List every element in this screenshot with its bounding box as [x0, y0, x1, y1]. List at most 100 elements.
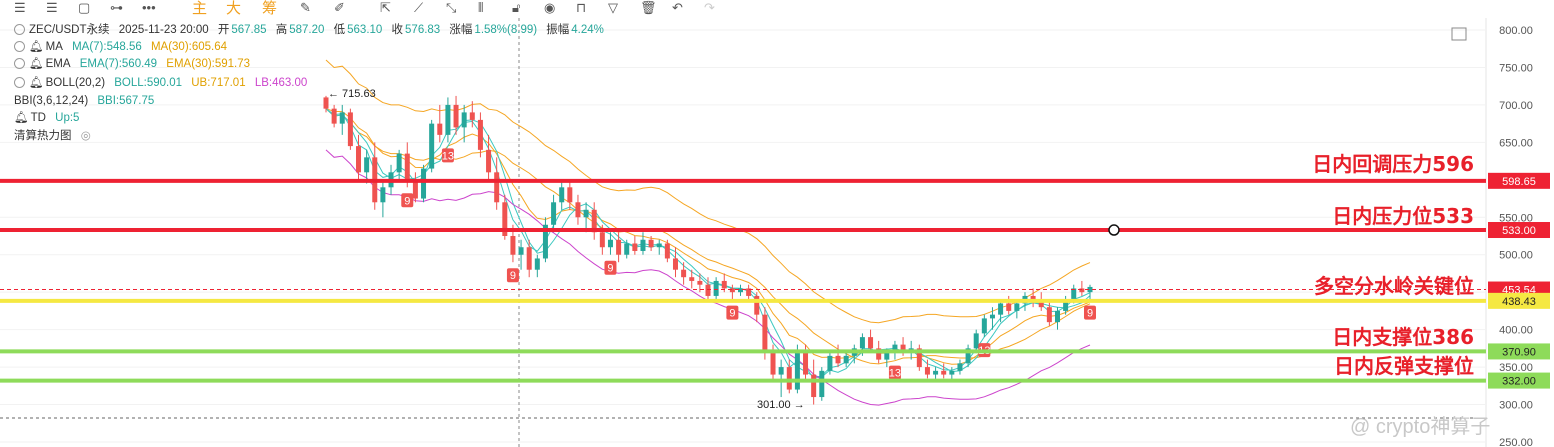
candle-body	[445, 104, 451, 135]
ohlc-header: ZEC/USDT永续 2025-11-23 20:00 开 567.85 高 587…	[14, 22, 610, 38]
ma-name: MA	[45, 41, 63, 53]
redo-icon[interactable]: ↷	[704, 0, 715, 15]
high-label: 高	[275, 24, 288, 36]
eye-off-icon[interactable]: ◎	[80, 130, 91, 142]
filter-icon[interactable]: ▽	[608, 0, 618, 15]
candle-body	[1054, 310, 1060, 323]
draw-icon[interactable]: ✎	[300, 0, 311, 15]
boll-indicator[interactable]: 🔔︎ BOLL(20,2) BOLL:590.01 UB:717.01 LB:46…	[14, 75, 313, 91]
collapse-icon[interactable]	[14, 77, 25, 88]
candle-body	[518, 247, 524, 255]
line-icon[interactable]: ⊶	[110, 0, 123, 15]
candle-body	[380, 187, 386, 203]
candle-body	[477, 119, 483, 150]
candle-body	[892, 344, 898, 353]
measure-icon[interactable]: ⤡	[446, 0, 457, 15]
annotation-rebound-support: 日内反弹支撑位	[1334, 354, 1474, 378]
candle-body	[924, 367, 930, 375]
candle-body	[859, 337, 865, 349]
magnet-icon[interactable]: ⊓	[576, 0, 587, 15]
open-label: 开	[217, 24, 230, 36]
bbi-indicator[interactable]: BBI(3,6,12,24) BBI:567.75	[14, 93, 160, 109]
chip-chips[interactable]: 筹	[262, 0, 278, 17]
ema-indicator[interactable]: 🔔︎ EMA EMA(7):560.49 EMA(30):591.73	[14, 56, 256, 72]
candle-body	[916, 348, 922, 368]
ema-name: EMA	[45, 58, 71, 70]
list-icon[interactable]: ☰	[46, 0, 58, 15]
menu-icon[interactable]: ☰	[14, 0, 26, 15]
eye-icon[interactable]: ◉	[544, 0, 556, 15]
collapse-icon[interactable]	[14, 24, 25, 35]
price-line-label: 598.65	[1502, 176, 1536, 188]
collapse-icon[interactable]	[14, 58, 25, 69]
price-line-label: 533.00	[1502, 225, 1536, 237]
low-value: 563.10	[347, 24, 383, 36]
candle-body	[672, 258, 678, 270]
candle-body	[689, 277, 695, 281]
candle-body	[526, 247, 532, 270]
candle-body	[884, 352, 890, 360]
chart-icon[interactable]: ⫴	[478, 0, 484, 15]
candle-body	[1006, 303, 1012, 311]
candle-body	[648, 239, 654, 248]
td-label: 9	[607, 263, 613, 275]
candle-body	[331, 108, 337, 124]
candle-body	[989, 314, 995, 319]
collapse-icon[interactable]	[14, 41, 25, 52]
amp-value: 4.24%	[571, 24, 604, 36]
candle-body	[933, 370, 939, 375]
candle-body	[437, 123, 443, 135]
delete-icon[interactable]: 🗑︎	[640, 0, 657, 15]
bell-icon: 🔔︎	[14, 112, 29, 124]
candle-body	[323, 97, 329, 109]
rectangle-icon[interactable]: ▢	[78, 0, 91, 15]
y-tick-label: 700.00	[1499, 100, 1533, 112]
candle-body	[697, 280, 703, 285]
chip-big[interactable]: 大	[226, 0, 242, 17]
td-label: 9	[729, 308, 735, 320]
change-value: 1.58%(8.99)	[474, 24, 538, 36]
td-badge	[441, 148, 454, 163]
price-line-tag	[1488, 372, 1550, 389]
y-tick-label: 250.00	[1499, 437, 1533, 447]
annotation-resistance: 日内压力位533	[1332, 204, 1474, 228]
td-badge	[1084, 305, 1096, 320]
td-label: 9	[510, 270, 516, 282]
datetime-label: 2025-11-23 20:00	[118, 24, 209, 36]
toolbar: ☰ ☰ ▢ ⊶ ••• 主 大 筹 ✎ ✐ ⇱ ⟋ ⤡ ⫴ 🔓︎ ◉ ⊓ ▽ 🗑…	[0, 0, 1554, 16]
ma-indicator[interactable]: 🔔︎ MA MA(7):548.56 MA(30):605.64	[14, 39, 233, 55]
candle-body	[412, 179, 418, 199]
candle-body	[607, 239, 613, 248]
y-tick-label: 650.00	[1499, 137, 1533, 149]
td-indicator[interactable]: 🔔︎ TD Up:5	[14, 110, 85, 126]
y-tick-label: 400.00	[1499, 325, 1533, 337]
close-value: 576.83	[405, 24, 441, 36]
y-tick-label: 350.00	[1499, 362, 1533, 374]
chip-main[interactable]: 主	[192, 0, 208, 17]
heatmap-indicator[interactable]: 清算热力图 ◎	[14, 128, 97, 144]
cursor-icon[interactable]: ⇱	[380, 0, 391, 15]
candle-body	[494, 172, 500, 203]
candle-body	[339, 112, 345, 124]
candle-body	[738, 288, 744, 293]
lock-icon[interactable]: 🔓︎	[512, 0, 521, 15]
candle-body	[949, 370, 955, 375]
candle-body	[835, 355, 841, 364]
drawing-anchor	[1108, 224, 1120, 236]
ema7-value: EMA(7):560.49	[79, 58, 158, 70]
candle-body	[868, 337, 874, 349]
pen-icon[interactable]: ✐	[334, 0, 345, 15]
low-marker: 301.00 →	[757, 399, 805, 411]
change-label: 涨幅	[449, 24, 473, 36]
boll-value: BOLL:590.01	[114, 77, 183, 89]
undo-icon[interactable]: ↶	[672, 0, 683, 15]
watermark: @ crypto神算子	[1350, 416, 1491, 438]
td-name: TD	[30, 112, 46, 124]
candle-body	[811, 374, 817, 398]
more-icon[interactable]: •••	[142, 0, 156, 15]
ruler-icon[interactable]: ⟋	[414, 0, 424, 15]
expand-icon	[1451, 27, 1467, 41]
price-line-label: 370.90	[1502, 346, 1536, 358]
candle-body	[1063, 299, 1069, 311]
